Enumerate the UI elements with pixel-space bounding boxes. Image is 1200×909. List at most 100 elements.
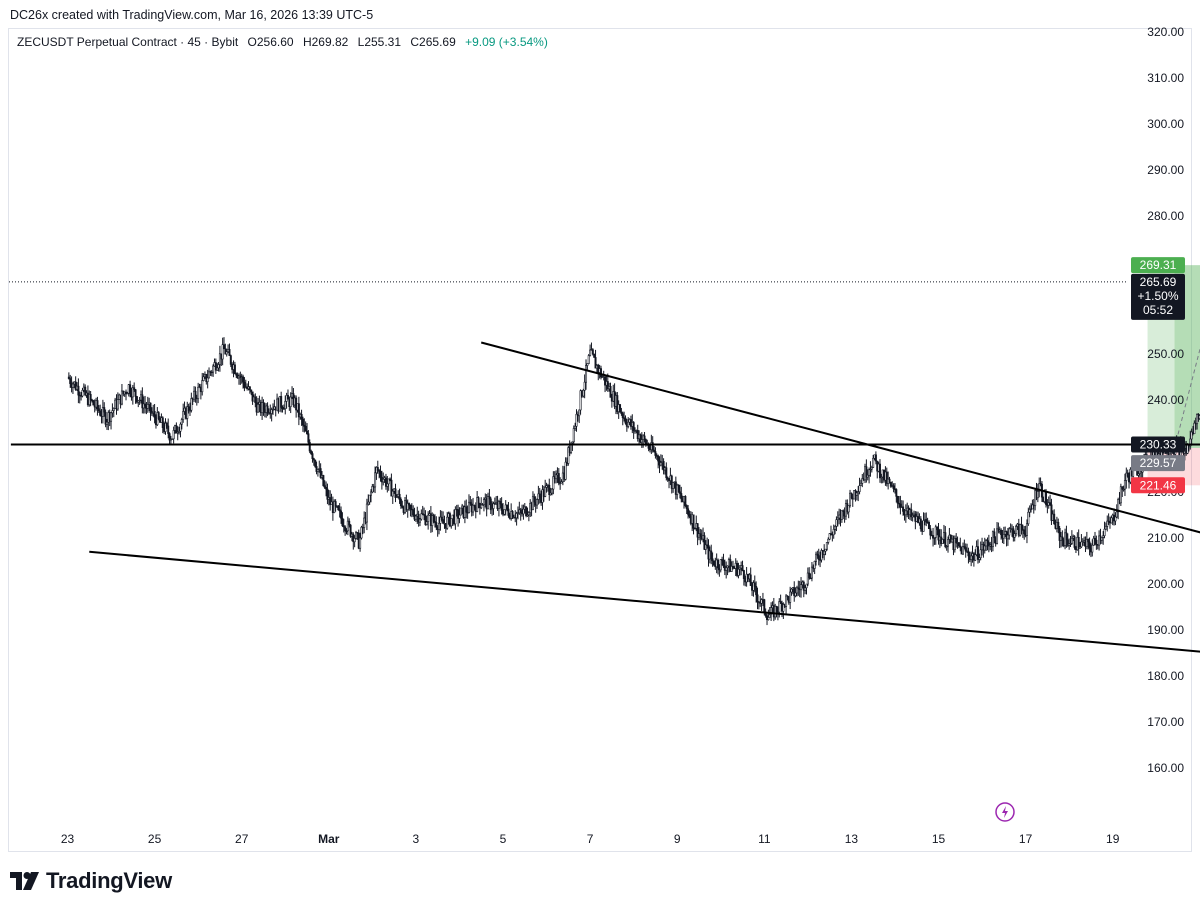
candle [1122, 485, 1125, 492]
candle [670, 474, 673, 494]
candle [693, 527, 696, 530]
symbol-label[interactable]: ZECUSDT Perpetual Contract · 45 · Bybit [17, 35, 239, 49]
candle [197, 382, 200, 404]
candle [432, 513, 435, 524]
candle [1002, 526, 1005, 544]
candle [1100, 537, 1103, 544]
candle [885, 467, 888, 487]
candle [272, 403, 275, 415]
x-tick-label: 5 [500, 832, 507, 846]
candle [420, 509, 423, 521]
candle [889, 481, 892, 488]
candle [280, 391, 283, 413]
candle [922, 512, 925, 532]
candle [1031, 499, 1034, 510]
candle [348, 518, 351, 528]
candle [319, 463, 322, 479]
candle [1077, 529, 1080, 556]
candle [1114, 512, 1117, 526]
candle [228, 343, 231, 356]
candle [910, 503, 913, 521]
x-tick-label: 27 [235, 832, 249, 846]
candle [978, 553, 981, 563]
candle [77, 378, 80, 404]
candle [182, 403, 185, 423]
descending-support-line[interactable] [89, 550, 1200, 662]
candle [552, 471, 555, 495]
tradingview-brand[interactable]: TradingView [10, 868, 172, 894]
candle [401, 500, 404, 509]
last-price-label-0: 265.69 [1140, 275, 1177, 289]
high-value: H269.82 [302, 35, 349, 49]
candle [527, 511, 530, 522]
y-tick-label: 210.00 [1147, 531, 1184, 545]
candle [828, 533, 831, 541]
candle [1123, 473, 1126, 497]
candle [81, 387, 84, 398]
candle [847, 505, 850, 519]
candle [589, 344, 592, 357]
candle [636, 424, 639, 442]
candle [560, 479, 563, 484]
candle [619, 403, 622, 413]
lightning-icon-glyph [1002, 806, 1008, 818]
candle [842, 509, 845, 520]
candle [99, 404, 102, 417]
candle [888, 476, 891, 484]
candle [976, 539, 979, 564]
candle [281, 405, 284, 413]
candle [1092, 535, 1095, 546]
candle [793, 581, 796, 602]
candle [417, 510, 420, 527]
candle [672, 482, 675, 493]
candle [97, 405, 100, 413]
candle [141, 387, 144, 414]
candle [817, 548, 820, 566]
candle [425, 516, 428, 526]
candle [717, 558, 720, 575]
candle [1085, 531, 1088, 550]
candle [594, 349, 597, 369]
candle [168, 432, 171, 445]
candle [116, 392, 119, 411]
candle [659, 454, 662, 467]
candle [69, 374, 72, 388]
candle [480, 497, 483, 510]
candle [1058, 525, 1061, 549]
candle [459, 507, 462, 516]
candle [507, 502, 510, 518]
candle [497, 499, 500, 517]
candle [790, 587, 793, 596]
candle [382, 472, 385, 486]
y-tick-label: 240.00 [1147, 393, 1184, 407]
candle [712, 560, 715, 567]
candle [307, 430, 310, 446]
candle [500, 497, 503, 515]
candle [1103, 521, 1106, 539]
candle [1012, 526, 1015, 542]
candle [406, 499, 409, 518]
candle [593, 353, 596, 358]
candle [997, 522, 1000, 534]
candle [930, 530, 933, 537]
level-price-label-bg [1131, 436, 1185, 453]
candle [446, 511, 449, 530]
candle [802, 580, 805, 598]
candle [564, 457, 567, 481]
candle [111, 403, 114, 418]
descending-resistance-line[interactable] [480, 341, 1200, 564]
candle [1068, 538, 1071, 550]
candle [1106, 515, 1109, 532]
candle [911, 512, 914, 522]
candle [657, 454, 660, 469]
candle [849, 489, 852, 508]
candle [722, 553, 725, 569]
candle [678, 484, 681, 499]
y-tick-label: 310.00 [1147, 71, 1184, 85]
candle [360, 525, 363, 540]
candle [209, 370, 212, 376]
candle [289, 392, 292, 414]
entry-price-label-bg [1131, 455, 1185, 472]
candle [353, 535, 356, 548]
